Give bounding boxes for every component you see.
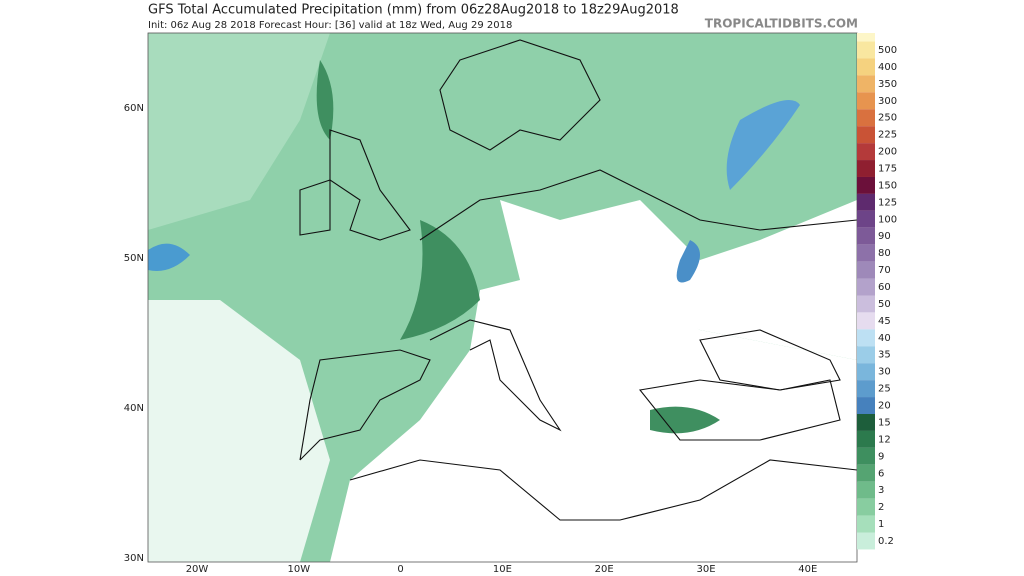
colorbar-label: 200 [878, 147, 897, 158]
map [147, 32, 858, 563]
colorbar-box [857, 143, 875, 161]
lat-label: 40N [124, 403, 144, 414]
colorbar-box [857, 413, 875, 431]
colorbar-label: 3 [878, 485, 884, 496]
colorbar-label: 12 [878, 434, 891, 445]
precip-area [148, 300, 330, 562]
heavy-precip [650, 406, 720, 434]
dry-area [330, 270, 857, 562]
colorbar-label: 175 [878, 164, 897, 175]
colorbar-label: 350 [878, 79, 897, 90]
colorbar-label: 40 [878, 333, 891, 344]
colorbar-box [857, 532, 875, 550]
colorbar-label: 35 [878, 350, 891, 361]
colorbar-box [857, 363, 875, 381]
colorbar-box [857, 244, 875, 262]
colorbar-label: 1 [878, 519, 884, 530]
colorbar-label: 15 [878, 417, 891, 428]
lon-label: 10W [287, 564, 310, 575]
colorbar-box [857, 126, 875, 144]
colorbar-box [857, 193, 875, 211]
colorbar-box [857, 160, 875, 177]
lon-label: 40E [798, 564, 817, 575]
colorbar-box [857, 75, 875, 93]
colorbar-box [857, 430, 875, 448]
lon-label: 0 [397, 564, 403, 575]
site-label: TROPICALTIDBITS.COM [705, 17, 858, 31]
colorbar-box [857, 329, 875, 347]
heavy-precip [676, 240, 700, 283]
colorbar-label: 50 [878, 299, 891, 310]
colorbar-label: 125 [878, 197, 897, 208]
colorbar-box [857, 92, 875, 110]
heavy-precip [400, 220, 480, 340]
colorbar-label: 300 [878, 96, 897, 107]
colorbar-box [857, 58, 875, 76]
lon-label: 20E [595, 564, 614, 575]
lat-label: 30N [124, 553, 144, 564]
colorbar-label: 225 [878, 130, 897, 141]
colorbar-label: 30 [878, 367, 891, 378]
colorbar-box [857, 227, 875, 245]
colorbar-box [857, 397, 875, 414]
colorbar-box [857, 109, 875, 127]
heavy-precip [148, 243, 190, 271]
colorbar-box [857, 447, 875, 465]
colorbar-box [857, 261, 875, 279]
colorbar-box [857, 464, 875, 482]
lon-label: 30E [696, 564, 715, 575]
colorbar-box [857, 515, 875, 533]
colorbar-label: 45 [878, 316, 891, 327]
heavy-precip [316, 60, 334, 140]
colorbar-label: 250 [878, 113, 897, 124]
colorbar-box [857, 41, 875, 59]
colorbar-label: 500 [878, 45, 897, 56]
colorbar-label: 70 [878, 265, 891, 276]
colorbar-box [857, 312, 875, 330]
colorbar-label: 60 [878, 282, 891, 293]
lat-label: 60N [124, 103, 144, 114]
colorbar-box [857, 481, 875, 499]
colorbar-label: 90 [878, 231, 891, 242]
colorbar-box [857, 176, 875, 194]
colorbar-label: 100 [878, 214, 897, 225]
colorbar-label: 6 [878, 468, 884, 479]
subtitle: Init: 06z Aug 28 2018 Forecast Hour: [36… [148, 20, 512, 31]
colorbar-label: 9 [878, 451, 884, 462]
colorbar-box [857, 498, 875, 516]
precip-area [148, 33, 330, 230]
colorbar-label: 400 [878, 62, 897, 73]
colorbar-label: 0.2 [878, 536, 894, 547]
colorbar-label: 25 [878, 384, 891, 395]
heavy-precip [726, 100, 800, 190]
colorbar-box [857, 278, 875, 296]
lon-label: 10E [493, 564, 512, 575]
colorbar-label: 80 [878, 248, 891, 259]
colorbar-box [857, 346, 875, 364]
lat-label: 50N [124, 253, 144, 264]
colorbar-box [857, 295, 875, 313]
title: GFS Total Accumulated Precipitation (mm)… [148, 3, 679, 18]
colorbar-box [857, 210, 875, 228]
colorbar-box [857, 380, 875, 398]
colorbar-label: 2 [878, 502, 884, 513]
colorbar-label: 20 [878, 401, 891, 412]
colorbar-cap [857, 33, 875, 42]
colorbar-label: 150 [878, 180, 897, 191]
lon-label: 20W [186, 564, 209, 575]
